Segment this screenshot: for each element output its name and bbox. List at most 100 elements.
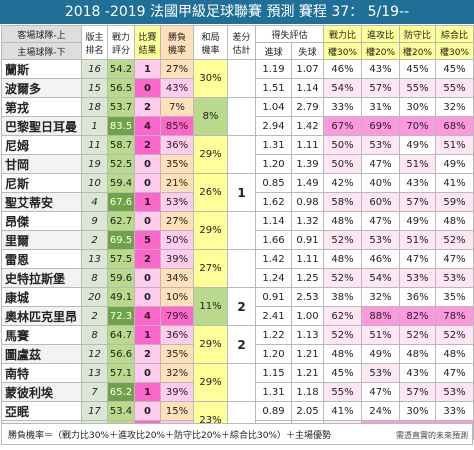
stat-ratio-1: 50%	[323, 154, 363, 174]
team-name[interactable]: 尼斯	[1, 173, 82, 193]
stat-ratio-4: 48%	[435, 211, 474, 231]
score-diff-estimate: 2	[227, 325, 256, 364]
goals-against: 1.39	[290, 154, 325, 174]
table-row: 波爾多 15 56.5 0 43% 1.51 1.14 54% 57% 55% 55%	[1, 78, 474, 98]
stat-ratio-4: 32%	[435, 97, 474, 117]
goals-for: 1.04	[255, 97, 292, 117]
match-result: 5	[134, 230, 161, 250]
power-score: 72.3	[107, 306, 135, 326]
draw-probability: 11%	[193, 287, 228, 326]
header-power: 戰力 評分	[107, 25, 135, 60]
power-score: 56.5	[107, 78, 135, 98]
team-name[interactable]: 亞眠	[1, 401, 82, 421]
goals-for: 0.91	[255, 287, 292, 307]
stat-ratio-1: 54%	[323, 78, 363, 98]
stat-ratio-1: 62%	[323, 306, 363, 326]
stat-ratio-2: 46%	[361, 249, 401, 269]
team-rank: 19	[81, 154, 108, 174]
team-rank: 1	[81, 116, 108, 136]
goals-for: 1.62	[255, 192, 292, 212]
win-probability: 36%	[160, 135, 194, 155]
table-row: 甘岡 19 52.5 0 35% 1.20 1.39 50% 47% 51% 49%	[1, 154, 474, 174]
team-name[interactable]: 南特	[1, 363, 82, 383]
header-draw-label: 和局 機率	[201, 32, 220, 56]
table-row: 史特拉斯堡 8 59.6 0 34% 1.24 1.25 52% 54% 53% 53%	[1, 268, 474, 288]
team-name[interactable]: 昂傑	[1, 211, 82, 231]
stat-ratio-2: 69%	[361, 116, 401, 136]
goals-for: 1.42	[255, 249, 292, 269]
match-result: 0	[134, 363, 161, 383]
match-result: 0	[134, 401, 161, 421]
win-probability: 35%	[160, 344, 194, 364]
win-probability: 15%	[160, 401, 194, 421]
team-name[interactable]: 里爾	[1, 230, 82, 250]
stat-ratio-1: 50%	[323, 135, 363, 155]
team-name[interactable]: 尼姆	[1, 135, 82, 155]
stat-ratio-3: 43%	[399, 173, 437, 193]
team-name[interactable]: 聖艾蒂安	[1, 192, 82, 212]
team-rank: 9	[81, 211, 108, 231]
team-name[interactable]: 蒙彼利埃	[1, 382, 82, 402]
team-name[interactable]: 第戎	[1, 97, 82, 117]
stat-ratio-4: 41%	[435, 173, 474, 193]
match-result: 2	[134, 97, 161, 117]
team-name[interactable]: 康城	[1, 287, 82, 307]
header-rank-label: 版主 排名	[85, 32, 104, 56]
header-rank: 版主 排名	[81, 25, 108, 60]
power-score: 52.5	[107, 154, 135, 174]
draw-probability: 29%	[193, 135, 228, 174]
win-probability: 7%	[160, 97, 194, 117]
team-name[interactable]: 雷恩	[1, 249, 82, 269]
goals-against: 1.00	[290, 306, 325, 326]
stat-ratio-1: 52%	[323, 268, 363, 288]
goals-against: 2.53	[290, 287, 325, 307]
team-name[interactable]: 馬賽	[1, 325, 82, 345]
stat-ratio-4: 47%	[435, 363, 474, 383]
stat-ratio-4: 35%	[435, 287, 474, 307]
goals-for: 0.85	[255, 173, 292, 193]
team-rank: 15	[81, 78, 108, 98]
footer-note: 需憑直實的未來預測	[396, 431, 468, 440]
table-row: 雷恩 13 57.5 2 39% 27% 1.42 1.11 48% 46% 47% 47%	[1, 249, 474, 288]
stat-ratio-1: 42%	[323, 173, 363, 193]
goals-against: 2.79	[290, 97, 325, 117]
stat-ratio-3: 49%	[399, 135, 437, 155]
table-row: 尼斯 10 59.4 0 21% 26% 1 0.85 1.49 42% 40% 43% 41%	[1, 173, 474, 212]
table-row: 圖盧茲 12 56.6 2 35% 1.20 1.21 48% 49% 48% 48%	[1, 344, 474, 364]
goals-for: 1.31	[255, 382, 292, 402]
header-stat-2: 進攻比	[361, 25, 401, 43]
table-row: 馬賽 8 64.7 1 36% 29% 2 1.22 1.13 52% 51% 52% 52%	[1, 325, 474, 364]
goals-for: 0.89	[255, 401, 292, 421]
team-name[interactable]: 奧林匹克里昂	[1, 306, 82, 326]
team-rank: 20	[81, 287, 108, 307]
power-score: 49.1	[107, 287, 135, 307]
win-probability: 39%	[160, 382, 194, 402]
power-score: 65.2	[107, 382, 135, 402]
table-row: 蒙彼利埃 7 65.2 1 39% 1.31 1.18 55% 47% 57% 53%	[1, 382, 474, 402]
goals-against: 1.42	[290, 116, 325, 136]
win-probability: 79%	[160, 306, 194, 326]
team-name[interactable]: 波爾多	[1, 78, 82, 98]
table-row: 第戎 18 53.7 2 7% 8% 1.04 2.79 33% 31% 30% 32%	[1, 97, 474, 136]
team-rank: 8	[81, 325, 108, 345]
header-row-top: 客場球隊-上 版主 排名 戰力 評分 比賽 結果 勝負 機率 和局 機率 差分 估計 得失評…	[1, 25, 474, 60]
team-name[interactable]: 巴黎聖日耳曼	[1, 116, 82, 136]
stat-ratio-1: 48%	[323, 344, 363, 364]
team-name[interactable]: 甘岡	[1, 154, 82, 174]
header-diff-label: 差分 估計	[232, 32, 251, 56]
stat-ratio-4: 45%	[435, 59, 474, 79]
goals-against: 1.32	[290, 211, 325, 231]
match-result: 1	[134, 59, 161, 79]
prediction-table: 客場球隊-上 版主 排名 戰力 評分 比賽 結果 勝負 機率 和局 機率 差分 估計 得失評…	[1, 25, 474, 440]
header-stat-4: 綜合比	[435, 25, 474, 43]
team-rank: 12	[81, 344, 108, 364]
goals-against: 1.21	[290, 363, 325, 383]
team-name[interactable]: 圖盧茲	[1, 344, 82, 364]
draw-probability: 8%	[193, 97, 228, 136]
header-power-label: 戰力 評分	[111, 32, 130, 56]
stat-ratio-3: 57%	[399, 382, 437, 402]
team-rank: 7	[81, 382, 108, 402]
team-name[interactable]: 史特拉斯堡	[1, 268, 82, 288]
goals-against: 1.11	[290, 135, 325, 155]
team-name[interactable]: 蘭斯	[1, 59, 82, 79]
